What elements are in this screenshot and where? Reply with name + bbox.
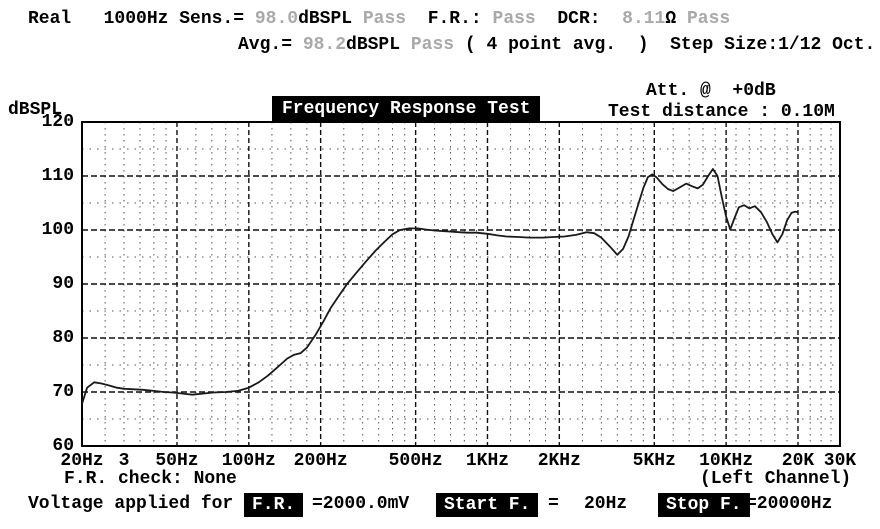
y-axis-title: dBSPL [8, 100, 63, 120]
test-distance-label: Test distance : 0.10M [608, 102, 835, 122]
readout-label-text: DCR: [535, 9, 623, 29]
fr-field-button[interactable]: F.R. [244, 493, 304, 517]
x-tick-label: 30K [823, 451, 857, 471]
readout-label-text: Avg.= [238, 35, 303, 55]
y-tick-label: 60 [52, 436, 74, 456]
sensitivity-readout-line: Real 1000Hz Sens.= 98.0dBSPL Pass F.R.: … [28, 8, 730, 30]
y-tick-label: 110 [41, 166, 74, 186]
stop-freq-button[interactable]: Stop F. [658, 493, 750, 517]
start-freq-value: 20Hz [584, 494, 628, 514]
voltage-applied-label: Voltage applied for [28, 494, 234, 514]
fr-check-label: F.R. check: None [64, 469, 237, 489]
y-tick-label: 70 [52, 382, 74, 402]
x-tick-label: 200Hz [293, 451, 348, 471]
readout-label-text: Real 1000Hz Sens.= [28, 9, 255, 29]
plot-border [81, 121, 841, 447]
x-tick-label: 50Hz [155, 451, 199, 471]
y-tick-label: 120 [41, 112, 74, 132]
start-freq-equals: = [548, 494, 559, 514]
readout-label-text: ( 4 point avg. ) Step Size:1/12 Oct. [454, 35, 876, 55]
x-tick-label: 10KHz [699, 451, 754, 471]
measured-value-text: 8.11 [622, 9, 666, 29]
y-tick-label: 80 [52, 328, 74, 348]
y-tick-label: 90 [52, 274, 74, 294]
readout-label-text: dBSPL [298, 9, 363, 29]
measured-value-text: Pass [362, 9, 407, 29]
channel-label: (Left Channel) [700, 469, 852, 489]
x-tick-label: 20K [781, 451, 815, 471]
measured-value-text: Pass [410, 35, 455, 55]
readout-label-text: Ω [665, 9, 687, 29]
readout-label-text: dBSPL [346, 35, 411, 55]
measured-value-text: 98.0 [254, 9, 299, 29]
readout-label-text: F.R.: [406, 9, 493, 29]
x-tick-label: 1KHz [465, 451, 510, 471]
x-tick-label: 3 [118, 451, 130, 471]
attenuation-label: Att. @ +0dB [646, 81, 776, 101]
stop-freq-value: =20000Hz [746, 494, 833, 514]
spl-response-curve [81, 168, 799, 405]
average-readout-line: Avg.= 98.2dBSPL Pass ( 4 point avg. ) St… [238, 34, 875, 56]
measured-value-text: Pass [492, 9, 536, 29]
start-freq-button[interactable]: Start F. [436, 493, 539, 517]
x-tick-label: 500Hz [388, 451, 443, 471]
fr-voltage-value: =2000.0mV [312, 494, 410, 514]
chart-title: Frequency Response Test [272, 96, 541, 122]
measured-value-text: 98.2 [302, 35, 347, 55]
y-tick-label: 100 [41, 220, 74, 240]
x-tick-label: 100Hz [221, 451, 276, 471]
x-tick-label: 20Hz [60, 451, 104, 471]
measured-value-text: Pass [686, 9, 731, 29]
x-tick-label: 5KHz [632, 451, 676, 471]
x-tick-label: 2KHz [537, 451, 581, 471]
